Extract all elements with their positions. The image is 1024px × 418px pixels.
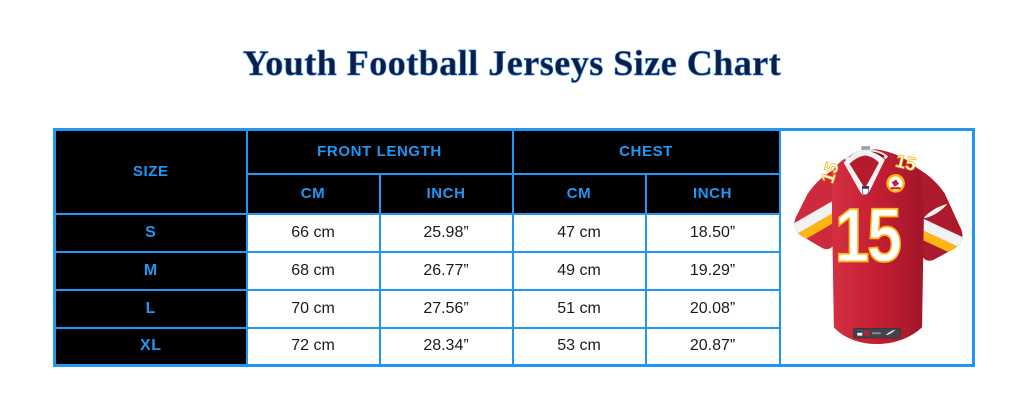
chest-cm: 47 cm [511,212,647,253]
table-row-m: M 68 cm 26.77” 49 cm 19.29” [53,250,974,291]
front-length-cm: 66 cm [245,212,381,253]
nike-swoosh-icon [924,203,948,218]
jersey-photo-cell: 15 15 15 [778,128,975,367]
chest-inch: 20.87” [644,326,781,367]
header-row-groups: SIZE FRONT LENGTH CHEST [53,128,975,367]
chest-cm: 49 cm [511,250,647,291]
size-label: L [53,288,248,329]
chest-inch: 20.08” [644,288,781,329]
size-chart-table: SIZE FRONT LENGTH CHEST [53,128,976,367]
jersey-image: 15 15 15 [794,145,963,344]
header-chest-inch: INCH [644,172,781,215]
size-label: M [53,250,248,291]
front-length-cm: 72 cm [245,326,381,367]
front-length-cm: 68 cm [245,250,381,291]
header-size: SIZE [53,128,248,215]
chest-inch: 18.50” [644,212,781,253]
header-front-cm: CM [245,172,381,215]
header-row-units: CM INCH CM INCH [55,172,974,215]
chiefs-patch-icon [886,173,906,193]
nfl-shield-icon [862,185,870,195]
collar-inner-red [849,154,880,187]
front-length-cm: 70 cm [245,288,381,329]
size-label: XL [53,326,248,367]
header-chest-cm: CM [511,172,647,215]
svg-text:15: 15 [835,192,901,277]
chest-cm: 53 cm [511,326,647,367]
chest-inch: 19.29” [644,250,781,291]
chest-cm: 51 cm [511,288,647,329]
jock-tag [853,327,901,338]
svg-text:15: 15 [894,149,919,174]
table-row-xl: XL 72 cm 28.34” 53 cm 20.87” [53,326,974,367]
page-title: Youth Football Jerseys Size Chart [242,43,782,84]
front-length-inch: 26.77” [378,250,514,291]
front-length-inch: 27.56” [378,288,514,329]
table-row-l: L 70 cm 27.56” 51 cm 20.08” [53,288,974,329]
front-length-inch: 28.34” [378,326,514,367]
hanger-loop [861,145,871,150]
right-shoulder-number: 15 [893,149,919,175]
front-length-inch: 25.98” [378,212,514,253]
size-label: S [53,212,248,253]
header-front-length: FRONT LENGTH [245,128,514,175]
left-sleeve-stripes [794,196,841,249]
jersey-torso [832,148,925,344]
chest-number: 15 [834,192,904,279]
header-front-inch: INCH [378,172,514,215]
header-chest: CHEST [511,128,781,175]
table-row-s: S 66 cm 25.98” 47 cm 18.50” [53,212,974,253]
